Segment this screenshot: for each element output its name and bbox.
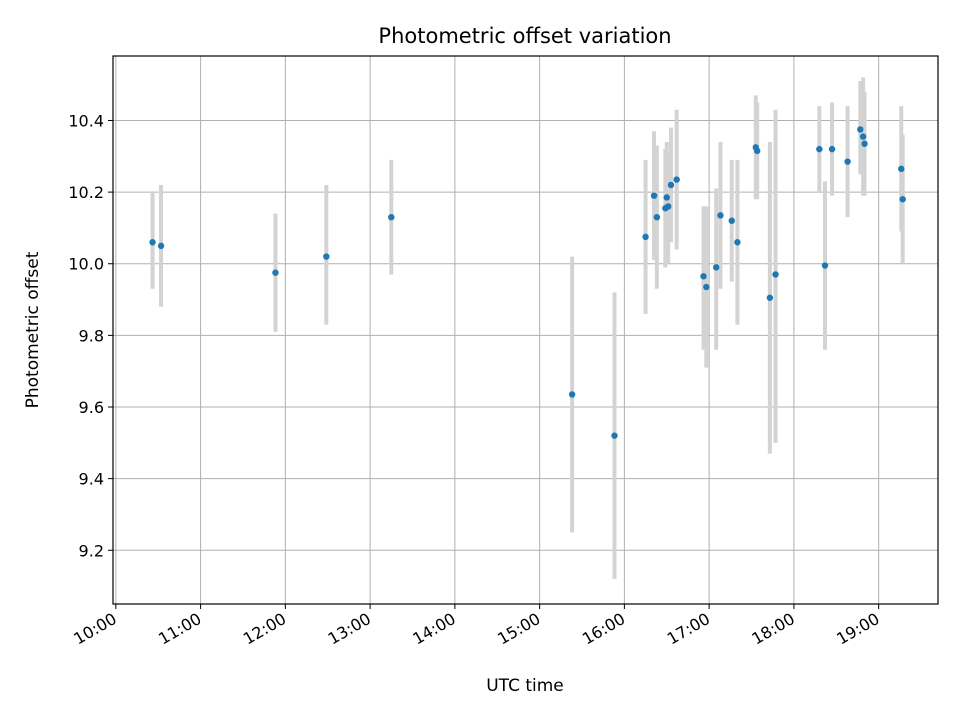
data-point	[861, 140, 868, 147]
data-point	[713, 264, 720, 271]
y-tick-label: 10.4	[68, 111, 104, 130]
y-tick-label: 9.8	[79, 326, 104, 345]
data-point	[388, 213, 395, 221]
data-point	[772, 271, 779, 278]
y-tick-label: 9.6	[79, 398, 104, 417]
data-points	[149, 126, 906, 439]
x-tick-label: 13:00	[325, 609, 374, 649]
chart-title: Photometric offset variation	[378, 24, 671, 48]
x-tick-label: 19:00	[833, 609, 882, 649]
data-point	[149, 239, 156, 246]
x-tick-label: 18:00	[748, 609, 797, 649]
plot-frame	[112, 55, 939, 605]
data-point	[667, 181, 675, 189]
data-point	[673, 176, 680, 183]
y-axis: 9.2 9.4 9.6 9.8 10.0 10.2 10.4	[68, 111, 113, 560]
data-point	[717, 212, 724, 219]
x-tick-label: 16:00	[579, 609, 628, 649]
x-tick-label: 12:00	[240, 609, 289, 649]
data-point	[728, 217, 735, 224]
y-tick-label: 9.2	[79, 541, 104, 560]
x-tick-label: 17:00	[664, 609, 713, 649]
data-point	[703, 283, 710, 291]
x-tick-label: 15:00	[494, 609, 543, 649]
data-point	[653, 213, 661, 221]
x-axis-label: UTC time	[486, 676, 564, 696]
data-point	[899, 196, 906, 203]
data-point	[859, 133, 867, 140]
data-point	[766, 294, 774, 301]
data-point	[700, 273, 707, 280]
data-point	[650, 192, 658, 199]
x-tick-label: 10:00	[70, 609, 119, 649]
data-point	[323, 253, 330, 260]
data-point	[816, 145, 823, 153]
data-point	[898, 165, 905, 173]
data-point	[611, 432, 618, 439]
x-axis: 10:00 11:00 12:00 13:00 14:00 15:00 16:00 17:00…	[70, 604, 883, 649]
data-point	[828, 145, 836, 153]
data-point	[821, 262, 829, 269]
y-tick-label: 10.0	[68, 255, 104, 274]
data-point	[664, 203, 672, 210]
y-tick-label: 10.2	[68, 183, 104, 202]
data-point	[844, 158, 851, 165]
data-point	[642, 233, 649, 241]
error-bars	[150, 77, 905, 579]
x-tick-label: 11:00	[155, 609, 204, 649]
data-point	[753, 147, 761, 155]
data-point	[734, 239, 741, 246]
data-point	[663, 194, 670, 201]
data-point	[857, 126, 864, 133]
grid	[113, 56, 938, 604]
y-tick-label: 9.4	[79, 470, 104, 489]
y-axis-label: Photometric offset	[23, 251, 43, 408]
data-point	[157, 242, 165, 250]
data-point	[272, 269, 279, 276]
data-point	[568, 391, 576, 398]
x-tick-label: 14:00	[409, 609, 458, 649]
